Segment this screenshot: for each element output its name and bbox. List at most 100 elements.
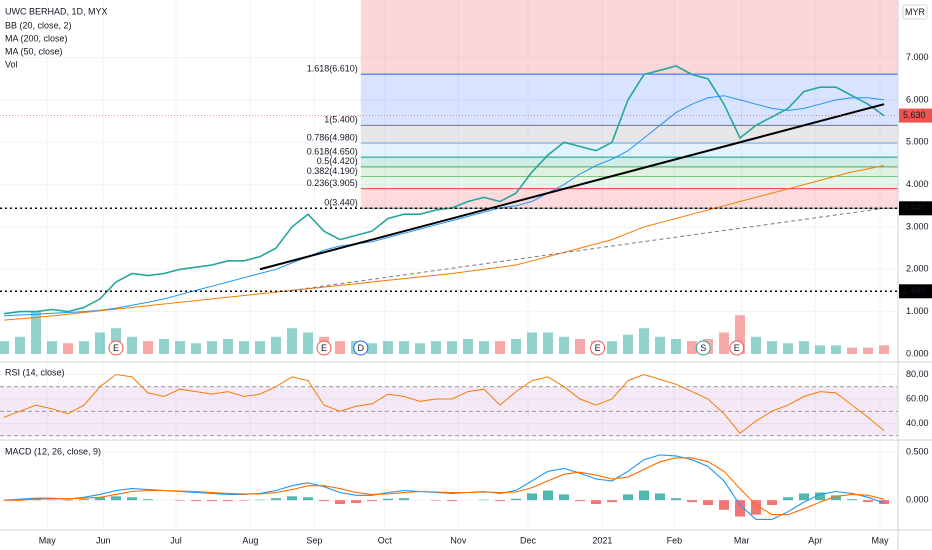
volume-bar xyxy=(495,341,505,354)
fib-zone xyxy=(360,176,898,189)
x-tick-label: Aug xyxy=(242,535,258,545)
volume-bar xyxy=(191,343,201,354)
volume-bar xyxy=(527,332,537,354)
macd-histogram-bar xyxy=(95,497,105,501)
trendline xyxy=(291,207,885,291)
volume-bar xyxy=(575,338,585,354)
macd-histogram-bar xyxy=(399,498,409,501)
event-label: E xyxy=(321,343,327,353)
macd-histogram-bar xyxy=(639,490,649,501)
volume-bar xyxy=(767,341,777,354)
volume-bar xyxy=(399,341,409,354)
volume-bar xyxy=(207,341,217,354)
x-tick-label: Feb xyxy=(667,535,683,545)
price-line xyxy=(3,65,885,315)
volume-bar xyxy=(543,332,553,354)
volume-bar xyxy=(63,343,73,354)
fib-label: 0.786(4.980) xyxy=(307,132,358,142)
indicator-label: BB (20, close, 2) xyxy=(5,20,72,30)
volume-bar xyxy=(223,338,233,354)
volume-bar xyxy=(671,338,681,354)
volume-bar xyxy=(639,328,649,354)
x-tick-label: May xyxy=(871,535,889,545)
volume-bar xyxy=(607,341,617,354)
macd-histogram-bar xyxy=(767,500,777,505)
volume-bar xyxy=(799,341,809,354)
fib-zone xyxy=(360,0,898,75)
fib-label: 0.382(4.190) xyxy=(307,166,358,176)
macd-histogram-bar xyxy=(671,498,681,501)
macd-histogram-bar xyxy=(335,500,345,505)
fib-label: 0.618(4.650) xyxy=(307,146,358,156)
macd-histogram-bar xyxy=(143,499,153,501)
volume-bar xyxy=(0,341,9,354)
x-tick-label: Apr xyxy=(808,535,822,545)
volume-bar xyxy=(159,338,169,354)
x-tick-label: Nov xyxy=(450,535,467,545)
x-tick-label: Jun xyxy=(96,535,111,545)
pane-title: RSI (14, close) xyxy=(5,367,65,377)
price-tag-label: 1.480 xyxy=(903,286,926,296)
event-marker xyxy=(695,340,711,356)
macd-histogram-bar xyxy=(687,500,697,503)
macd-line xyxy=(3,454,885,520)
x-tick-label: Jul xyxy=(170,535,182,545)
macd-histogram-bar xyxy=(751,500,761,515)
volume-bar xyxy=(383,341,393,354)
event-label: D xyxy=(358,343,365,353)
macd-histogram-bar xyxy=(607,500,617,503)
macd-histogram-bar xyxy=(783,497,793,501)
x-tick-label: Sep xyxy=(306,535,322,545)
fib-label: 0.236(3.905) xyxy=(307,178,358,188)
y-tick-label: 80.00 xyxy=(906,369,929,379)
chart-title: UWC BERHAD, 1D, MYX xyxy=(5,6,108,16)
y-tick-label: 60.00 xyxy=(906,393,929,403)
currency-box xyxy=(902,4,928,20)
event-label: E xyxy=(595,343,601,353)
x-tick-label: Oct xyxy=(378,535,393,545)
volume-bar xyxy=(751,336,761,354)
y-tick-label: 2.000 xyxy=(906,264,929,274)
volume-bar xyxy=(655,336,665,354)
volume-bar xyxy=(431,341,441,354)
volume-bar xyxy=(511,338,521,354)
currency-label: MYR xyxy=(905,7,926,17)
macd-histogram-bar xyxy=(703,500,713,505)
event-marker xyxy=(590,340,606,356)
macd-histogram-bar xyxy=(735,500,745,517)
pane-title: MACD (12, 26, close, 9) xyxy=(5,446,101,456)
macd-histogram-bar xyxy=(223,500,233,502)
macd-histogram-bar xyxy=(303,497,313,501)
y-tick-label: 3.000 xyxy=(906,221,929,231)
event-marker xyxy=(729,340,745,356)
volume-bar xyxy=(847,347,857,354)
y-tick-label: 40.00 xyxy=(906,418,929,428)
macd-histogram-bar xyxy=(111,496,121,501)
fib-zone xyxy=(360,157,898,167)
macd-histogram-bar xyxy=(543,490,553,501)
volume-bar xyxy=(367,343,377,354)
y-tick-label: 4.000 xyxy=(906,179,929,189)
event-marker xyxy=(353,340,369,356)
fib-zone xyxy=(360,188,898,209)
price-tag-label: 5.630 xyxy=(903,110,926,120)
price-tag xyxy=(899,201,932,216)
macd-histogram-bar xyxy=(719,500,729,510)
macd-line xyxy=(4,457,885,516)
rsi-line xyxy=(3,373,885,434)
macd-histogram-bar xyxy=(847,499,857,501)
macd-histogram-bar xyxy=(575,500,585,502)
fib-label: 1.618(6.610) xyxy=(307,63,358,73)
y-tick-label: 1.000 xyxy=(906,306,929,316)
macd-histogram-bar xyxy=(287,496,297,501)
price-tag xyxy=(899,284,932,299)
macd-histogram-bar xyxy=(383,498,393,501)
volume-bar xyxy=(463,338,473,354)
macd-histogram-bar xyxy=(831,495,841,501)
indicator-label: Vol xyxy=(5,59,18,69)
x-tick-label: 2021 xyxy=(592,535,612,545)
x-tick-label: Dec xyxy=(520,535,537,545)
macd-histogram-bar xyxy=(623,494,633,501)
macd-histogram-bar xyxy=(511,498,521,501)
volume-bar xyxy=(687,341,697,354)
